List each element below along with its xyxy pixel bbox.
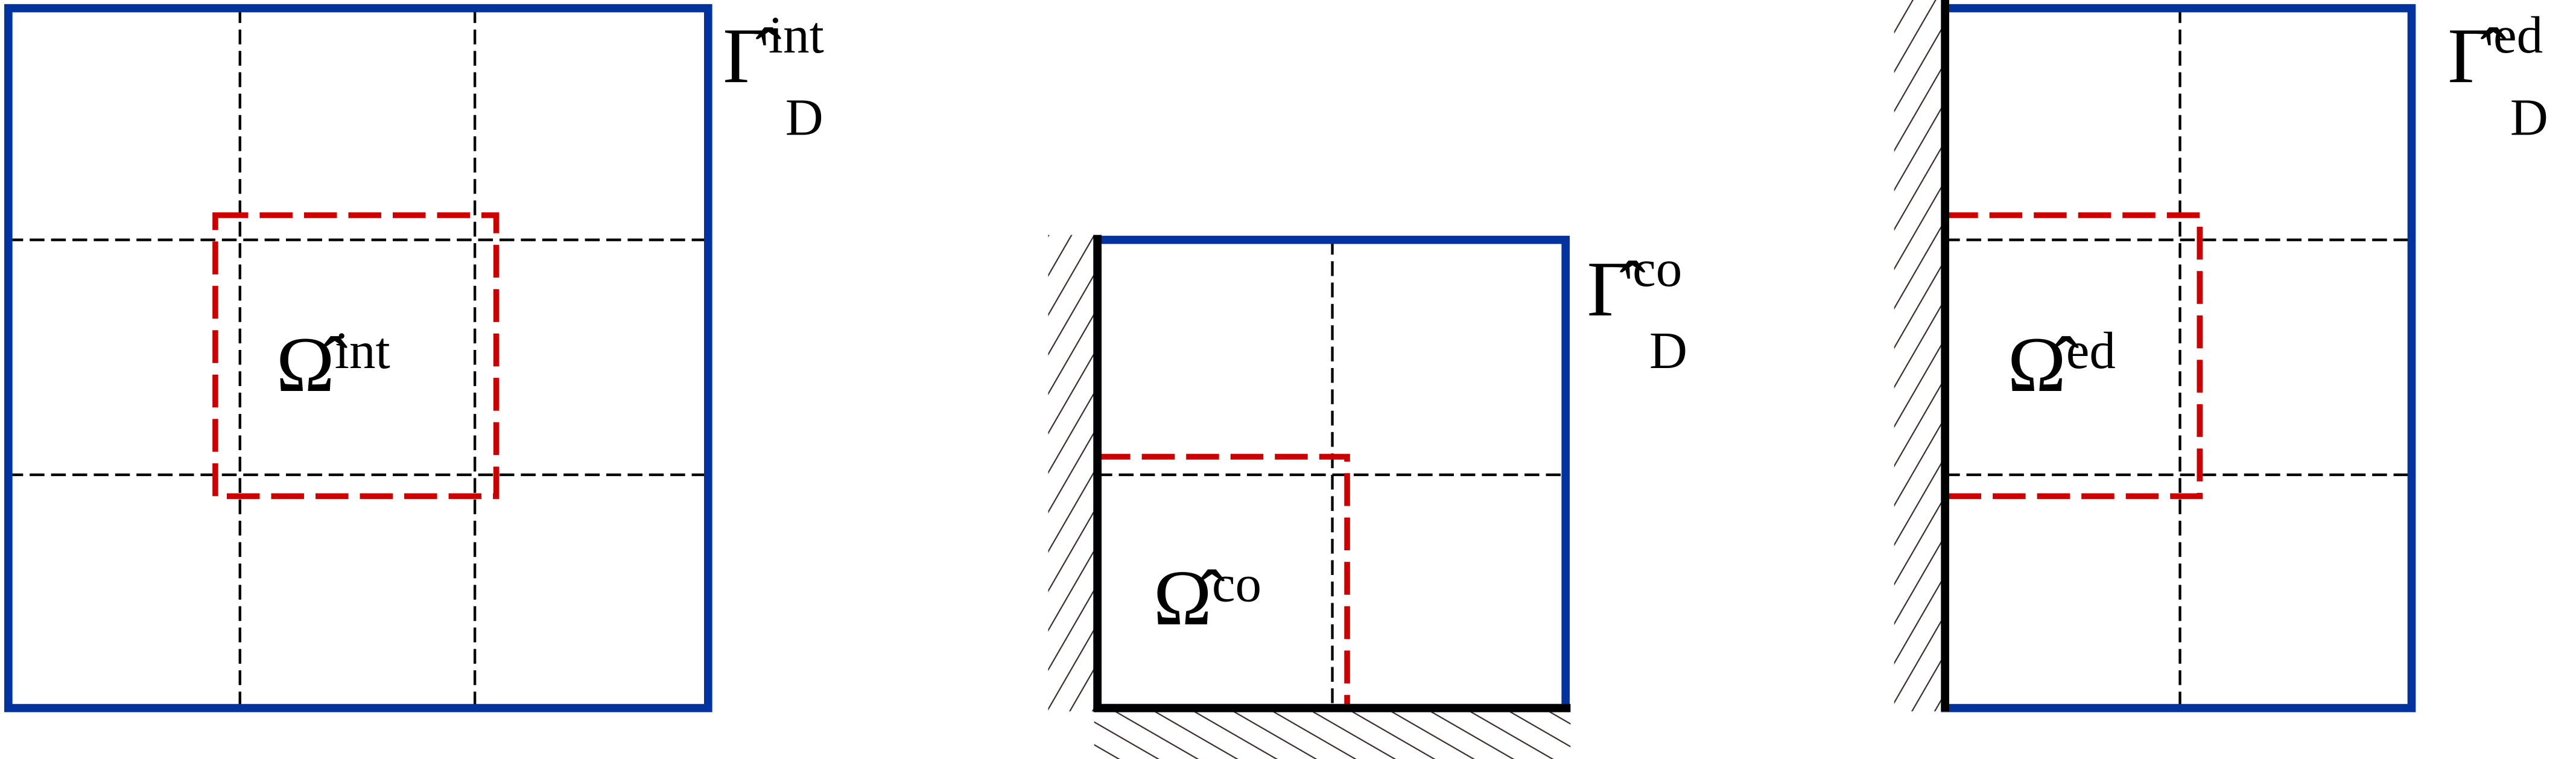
label-part: D (785, 87, 823, 146)
wall-hatch (1048, 235, 1098, 712)
label-part: ed (2493, 5, 2543, 64)
panel-edge: Ω̂ed Γ̂ed D (1894, 0, 2548, 713)
panel-corner: Ω̂co Γ̂co D (1048, 235, 1687, 759)
label-part: int (335, 321, 390, 380)
subdomain-outline (1097, 454, 1350, 708)
boundary-label: Γ̂int D (723, 5, 824, 146)
boundary-outline (4, 4, 712, 713)
wall-hatch (1894, 0, 1946, 712)
boundary-label: Γ̂co D (1587, 239, 1687, 380)
label-part: D (2510, 87, 2548, 146)
domain-label: Ω̂ed (2008, 321, 2116, 408)
label-part: co (1632, 239, 1682, 297)
label-part: ed (2066, 321, 2116, 380)
label-part: D (1649, 321, 1687, 380)
label-part: int (769, 5, 824, 64)
domain-label: Ω̂int (276, 321, 390, 408)
boundary-label: Γ̂ed D (2448, 5, 2548, 146)
subdomain-outline (212, 212, 500, 500)
wall-hatch (1094, 708, 1571, 759)
label-part: co (1212, 554, 1261, 613)
domain-label: Ω̂co (1153, 554, 1261, 642)
panel-interior: Ω̂int Γ̂int D (4, 4, 824, 713)
